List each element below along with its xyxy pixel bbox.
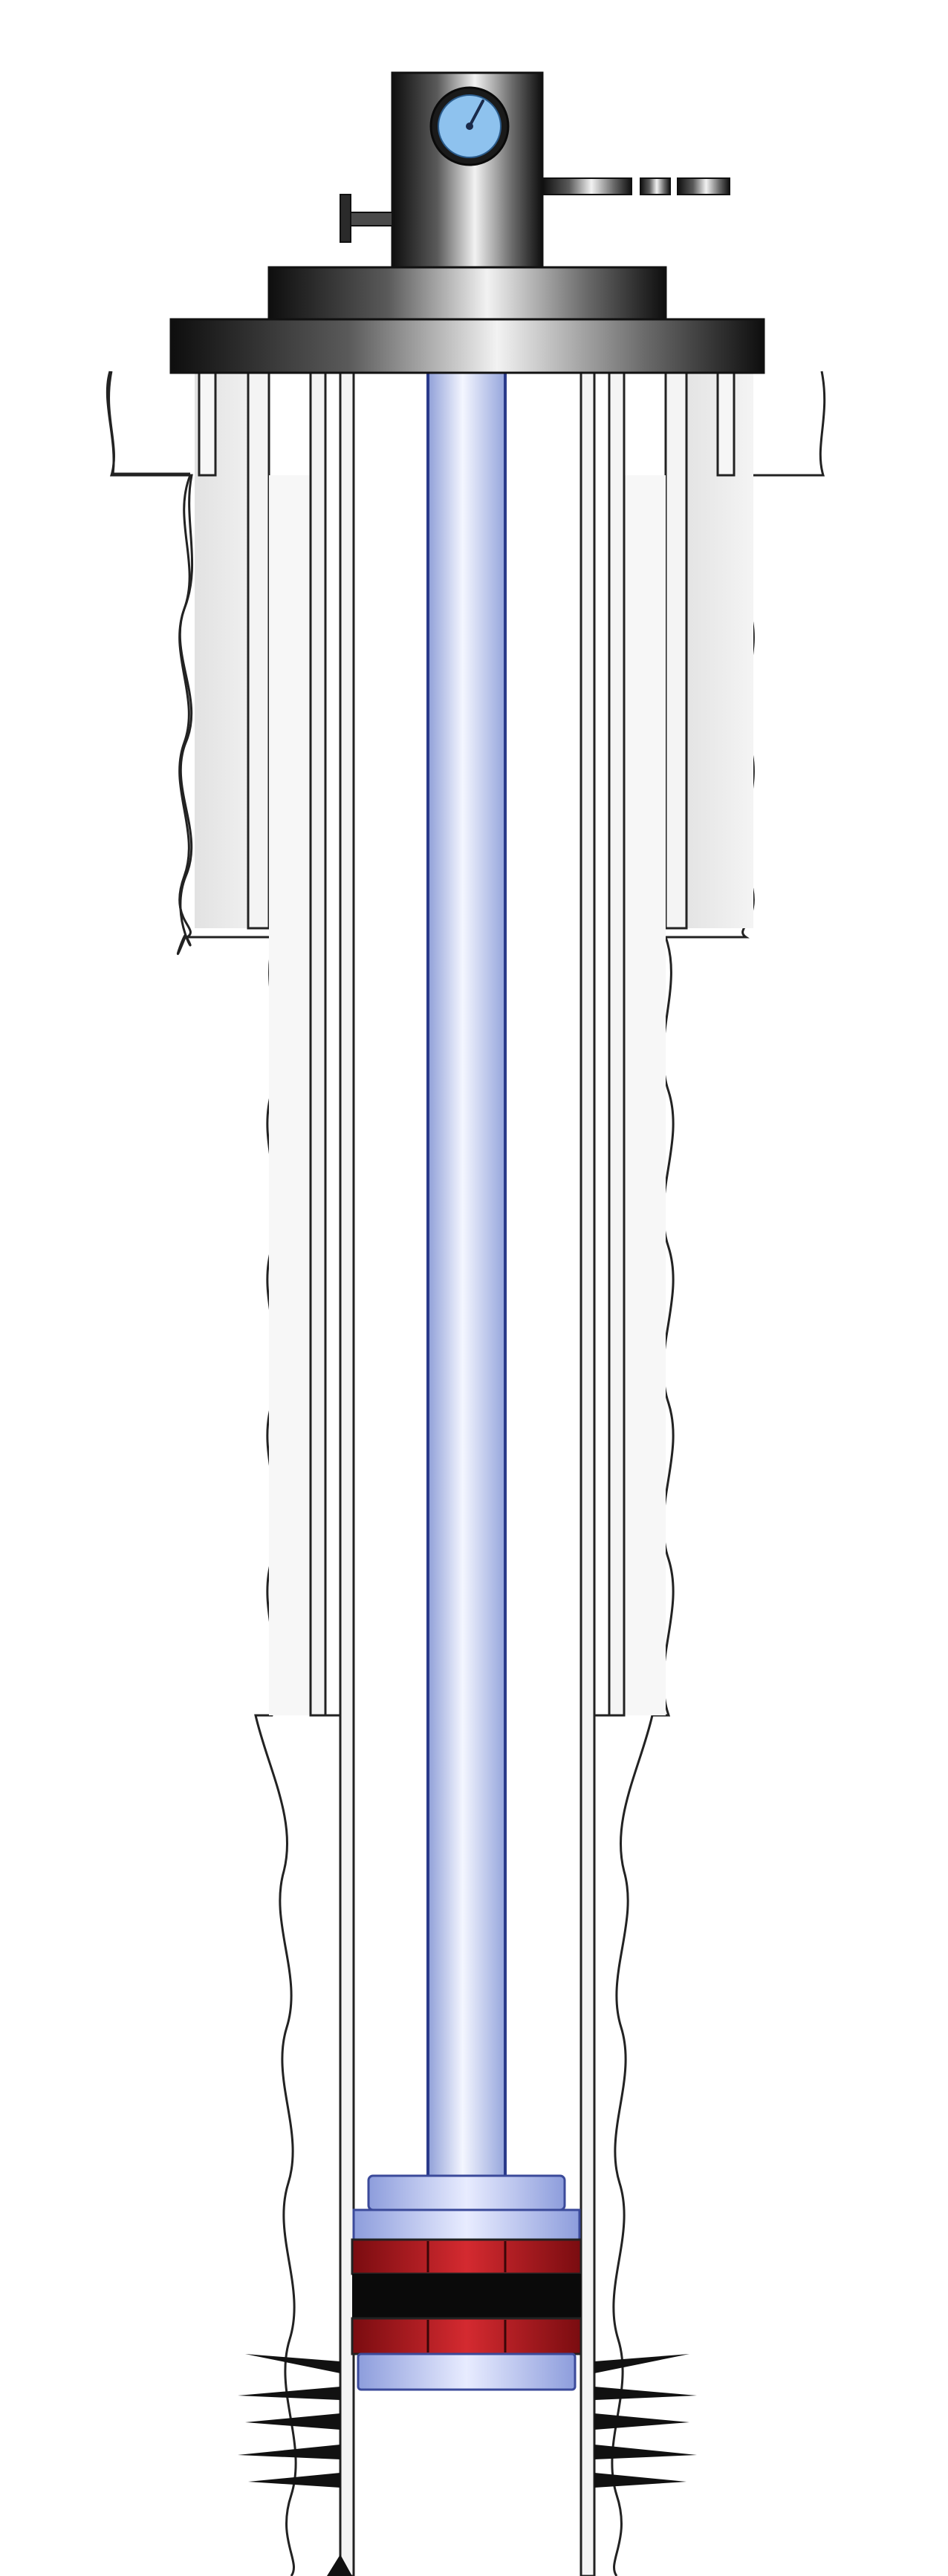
borehole-wall-left [108, 371, 194, 956]
base-flange [169, 318, 765, 374]
side-valve-stem [348, 212, 393, 226]
surface-annulus-left [269, 475, 311, 1715]
conductor-wall-right [716, 370, 736, 477]
packer [351, 2174, 582, 2391]
pressure-gauge [429, 86, 510, 166]
surface-casing [247, 370, 688, 1715]
flow-line-segment-2 [677, 177, 730, 195]
surface-casing-wall-right [664, 370, 688, 930]
borehole-wall-left-top [105, 371, 190, 475]
upper-flange [267, 266, 667, 321]
conductor-wall-left [198, 370, 217, 477]
side-valve-handle [340, 194, 351, 243]
intermediate-wall-left [309, 370, 327, 1717]
intermediate-casing [309, 370, 626, 1717]
perforation-right-3 [594, 2413, 689, 2430]
packer-core [352, 2274, 581, 2318]
packer-bottom-sub [357, 2352, 577, 2391]
perforation-left-5 [248, 2473, 340, 2488]
perforation-left-4 [238, 2445, 340, 2459]
perforation-left-1 [245, 2354, 340, 2373]
gauge-pivot [466, 123, 473, 130]
perforation-right-1 [594, 2354, 689, 2373]
conductor-casing [195, 370, 753, 928]
intermediate-wall-right [608, 370, 626, 1717]
wellhead [169, 71, 765, 374]
production-casing-right [579, 370, 596, 2576]
packer-top-sub [367, 2174, 566, 2211]
flow-line-segment-1 [640, 177, 671, 195]
surface-casing-wall-left [247, 370, 270, 930]
intermediate-inner-right [593, 370, 611, 1717]
packer-rubber-upper [351, 2238, 582, 2275]
packer-rubber-lower [351, 2317, 582, 2355]
perforation-left-3 [245, 2413, 340, 2430]
packer-mandrel [352, 2208, 581, 2241]
flow-line-pipe [542, 177, 632, 195]
perforation-left-2 [238, 2387, 340, 2400]
perforation-right-4 [594, 2445, 697, 2459]
perforation-right-5 [594, 2473, 686, 2488]
surface-annulus-right [624, 475, 666, 1715]
perforation-left-bottom [327, 2554, 352, 2576]
tubing-string [426, 370, 507, 2185]
perforations [238, 2354, 697, 2576]
intermediate-inner-left [324, 370, 342, 1717]
perforation-right-2 [594, 2387, 697, 2400]
conductor-fill-right [679, 371, 753, 928]
tubing [426, 370, 507, 2185]
gauge-needle [468, 100, 484, 128]
